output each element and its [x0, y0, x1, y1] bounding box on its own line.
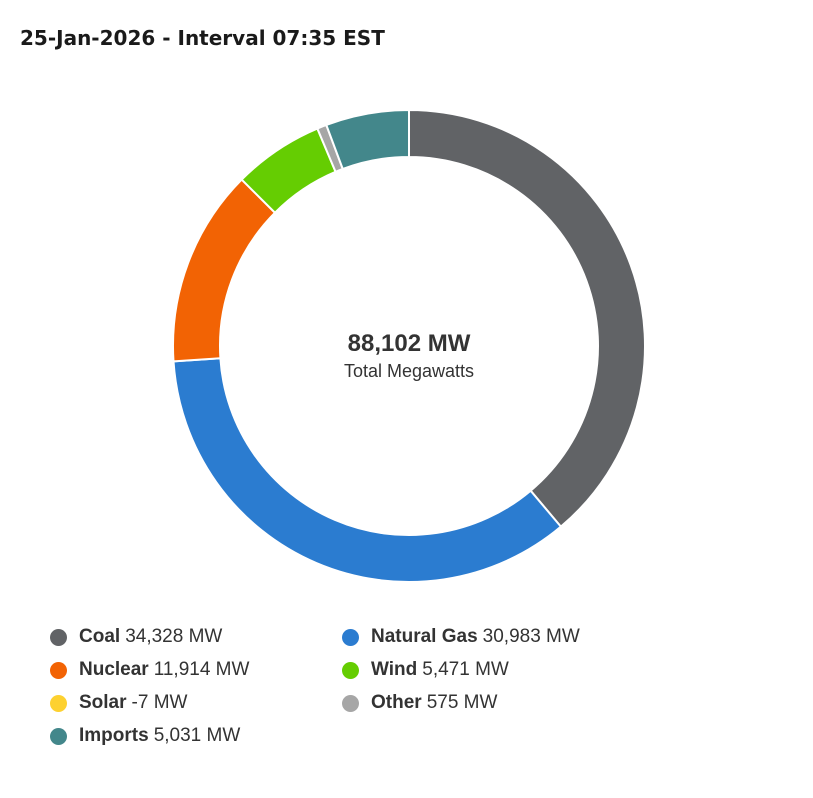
legend-label: Solar [79, 692, 127, 713]
legend-marker-icon [50, 661, 67, 679]
legend-marker-icon [50, 727, 67, 745]
legend-item-coal[interactable]: Coal 34,328 MW [50, 626, 222, 648]
legend-marker-icon [342, 694, 359, 712]
legend-label: Wind [371, 659, 418, 680]
donut-slice-imports[interactable] [325, 109, 410, 170]
legend-value: 11,914 MW [153, 659, 250, 680]
legend-marker-icon [50, 694, 67, 712]
legend-value: 575 MW [426, 692, 498, 713]
donut-slice-coal[interactable] [408, 109, 646, 528]
legend-value: 34,328 MW [125, 626, 223, 647]
legend-item-other[interactable]: Other 575 MW [342, 692, 497, 714]
legend-label: Nuclear [79, 659, 149, 680]
legend-item-nuclear[interactable]: Nuclear 11,914 MW [50, 659, 249, 681]
legend-item-natural-gas[interactable]: Natural Gas 30,983 MW [342, 626, 580, 648]
legend-marker-icon [342, 661, 359, 679]
center-caption: Total Megawatts [344, 361, 474, 381]
legend-item-imports[interactable]: Imports 5,031 MW [50, 725, 240, 747]
legend-item-wind[interactable]: Wind 5,471 MW [342, 659, 509, 681]
legend-label: Imports [79, 725, 149, 746]
legend-value: 5,471 MW [422, 659, 509, 680]
legend-item-solar[interactable]: Solar -7 MW [50, 692, 187, 714]
legend-value: 30,983 MW [482, 626, 580, 647]
donut-slice-nuclear[interactable] [172, 178, 276, 363]
legend-marker-icon [342, 628, 359, 646]
legend-label: Coal [79, 626, 121, 647]
legend-label: Natural Gas [371, 626, 478, 647]
legend-value: 5,031 MW [153, 725, 241, 746]
legend-value: -7 MW [131, 692, 188, 713]
legend-label: Other [371, 692, 422, 713]
chart-title: 25-Jan-2026 - Interval 07:35 EST [20, 26, 385, 50]
donut-slice-natural-gas[interactable] [172, 357, 562, 583]
donut-chart: 88,102 MW Total Megawatts [172, 109, 646, 583]
center-total: 88,102 MW [348, 330, 471, 357]
donut-slices [172, 109, 646, 583]
legend-marker-icon [50, 628, 67, 646]
